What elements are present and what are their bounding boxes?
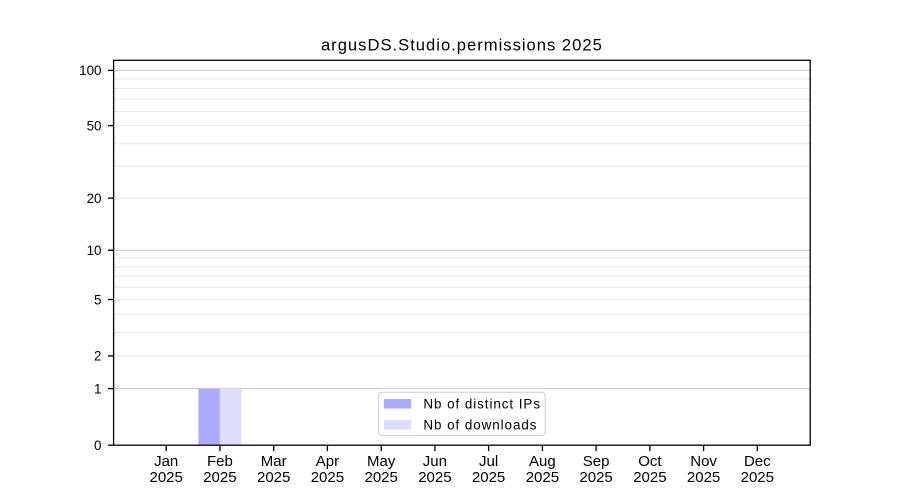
svg-text:Mar: Mar <box>261 453 287 470</box>
svg-text:100: 100 <box>79 63 101 78</box>
svg-text:Jun: Jun <box>423 453 447 470</box>
svg-text:2025: 2025 <box>579 469 612 486</box>
svg-text:argusDS.Studio.permissions 202: argusDS.Studio.permissions 2025 <box>321 35 603 54</box>
svg-text:Sep: Sep <box>583 453 610 470</box>
svg-text:2025: 2025 <box>526 469 559 486</box>
svg-text:Nb of downloads: Nb of downloads <box>423 418 537 433</box>
svg-text:2025: 2025 <box>687 469 720 486</box>
svg-text:Nov: Nov <box>690 453 717 470</box>
svg-text:2: 2 <box>94 349 101 364</box>
svg-text:2025: 2025 <box>741 469 774 486</box>
svg-text:10: 10 <box>87 243 102 258</box>
svg-text:5: 5 <box>94 292 101 307</box>
svg-text:Dec: Dec <box>744 453 771 470</box>
svg-text:1: 1 <box>94 381 101 396</box>
svg-text:Nb of distinct IPs: Nb of distinct IPs <box>423 397 541 412</box>
svg-text:20: 20 <box>87 191 102 206</box>
svg-text:Aug: Aug <box>529 453 556 470</box>
svg-text:2025: 2025 <box>472 469 505 486</box>
svg-text:2025: 2025 <box>311 469 344 486</box>
svg-text:0: 0 <box>94 438 101 453</box>
svg-text:2025: 2025 <box>257 469 290 486</box>
svg-text:2025: 2025 <box>203 469 236 486</box>
svg-text:Jan: Jan <box>154 453 178 470</box>
svg-text:2025: 2025 <box>633 469 666 486</box>
svg-text:2025: 2025 <box>418 469 451 486</box>
svg-text:50: 50 <box>87 118 102 133</box>
svg-text:Oct: Oct <box>638 453 662 470</box>
svg-text:May: May <box>367 453 396 470</box>
svg-text:2025: 2025 <box>150 469 183 486</box>
svg-text:2025: 2025 <box>365 469 398 486</box>
svg-text:Jul: Jul <box>479 453 498 470</box>
svg-text:Feb: Feb <box>207 453 233 470</box>
svg-text:Apr: Apr <box>316 453 339 470</box>
